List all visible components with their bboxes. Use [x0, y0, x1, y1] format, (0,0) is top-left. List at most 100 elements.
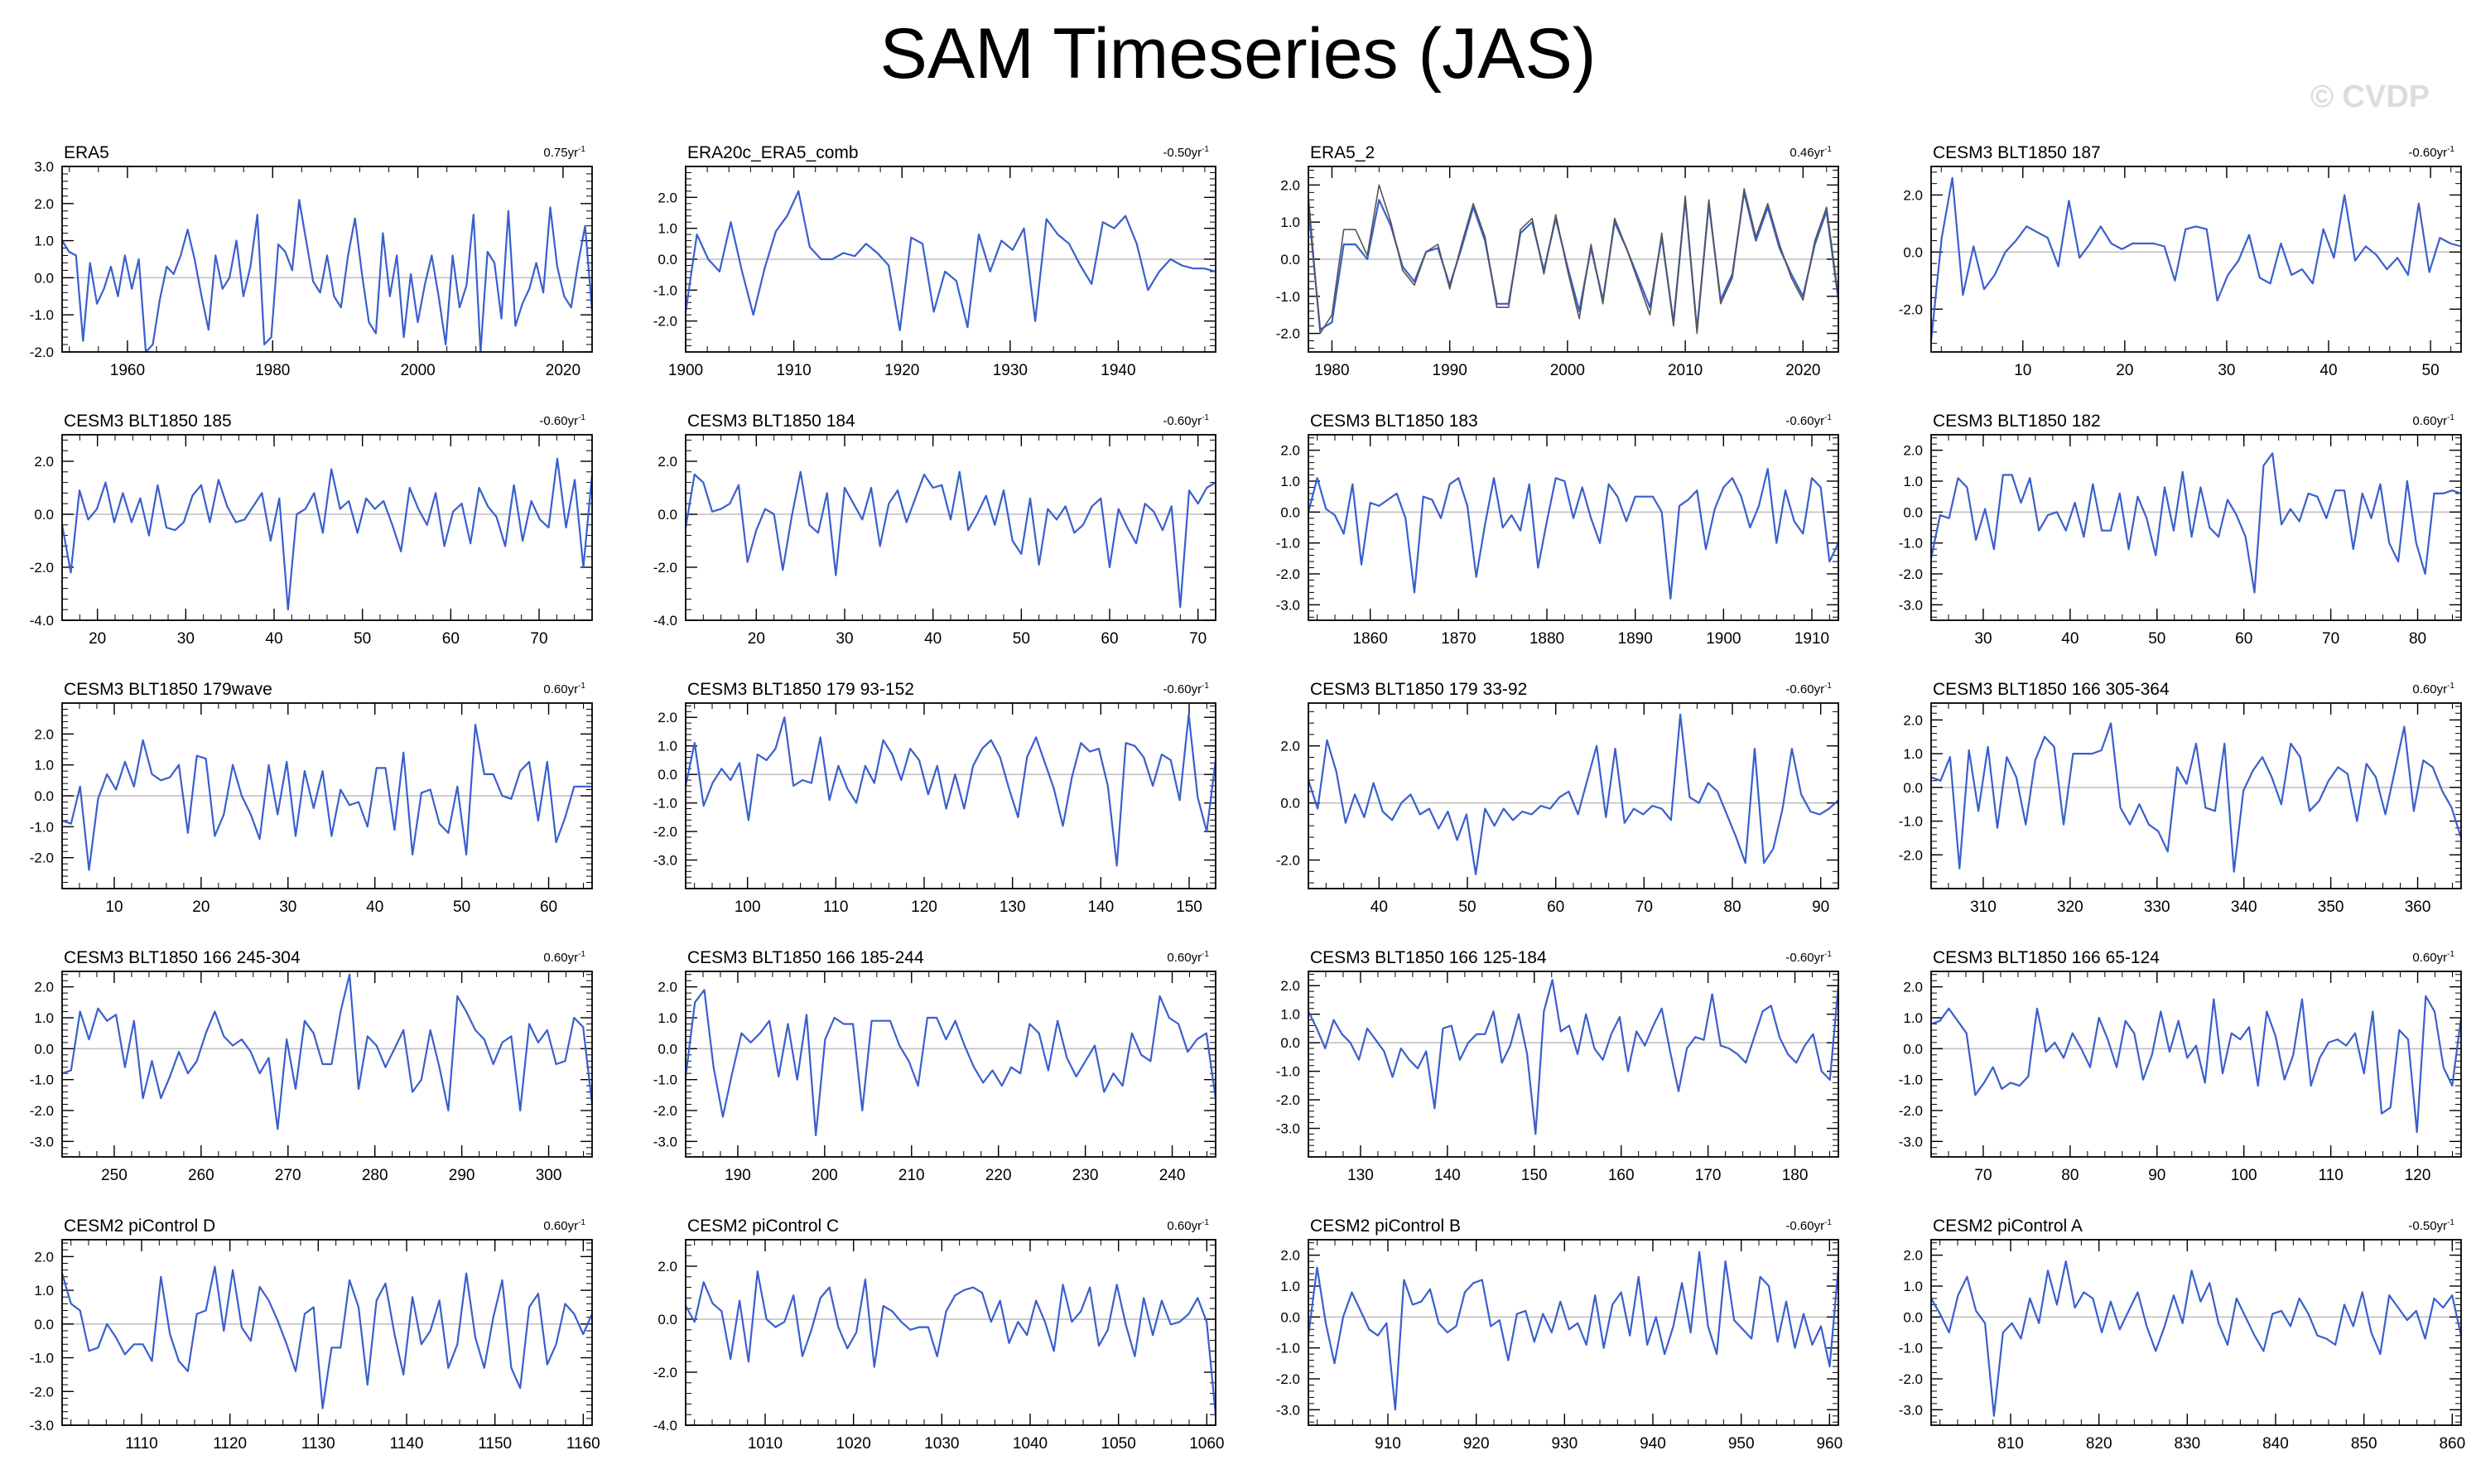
- y-tick-label: 1.0: [1903, 474, 1923, 489]
- plot-frame: [1308, 702, 1839, 889]
- x-tick-label: 1160: [566, 1435, 600, 1453]
- series-line: [1307, 713, 1839, 875]
- y-tick-label: 1.0: [1903, 746, 1923, 762]
- y-tick-label: -2.0: [1899, 847, 1923, 863]
- chart-panel: CESM3 BLT1850 166 65-124 0.60yr-1 70 80 90 10…: [1899, 948, 2463, 1184]
- y-tick-label: 0.0: [34, 788, 54, 804]
- y-tick-label: -4.0: [653, 613, 677, 629]
- panel-title: CESM3 BLT1850 183: [1310, 412, 1478, 431]
- x-tick-label: 170: [1695, 1167, 1722, 1184]
- chart-panel: CESM3 BLT1850 166 305-364 0.60yr-1 310 320 3…: [1899, 680, 2463, 916]
- x-tick-label: 30: [177, 630, 195, 648]
- plot-frame: [61, 971, 593, 1158]
- x-tick-label: 150: [1176, 899, 1202, 916]
- y-tick-label: -1.0: [1899, 1072, 1923, 1088]
- x-tick-label: 210: [898, 1167, 925, 1184]
- plot-frame: [1930, 702, 2462, 889]
- x-tick-label: 1930: [993, 362, 1028, 379]
- series-line: [1930, 995, 2463, 1134]
- y-tick-label: -2.0: [1276, 566, 1300, 582]
- trend-label: -0.50yr-1: [1163, 145, 1209, 160]
- y-tick-label: 2.0: [1280, 739, 1300, 754]
- panel-title: CESM2 piControl B: [1310, 1217, 1461, 1236]
- y-tick-label: 2.0: [1903, 712, 1923, 728]
- y-tick-label: -1.0: [1276, 1341, 1300, 1356]
- x-tick-label: 280: [362, 1167, 388, 1184]
- y-tick-label: -1.0: [30, 1072, 54, 1088]
- y-tick-label: 0.0: [1903, 504, 1923, 520]
- y-tick-label: -2.0: [653, 314, 677, 330]
- y-tick-label: -2.0: [653, 1365, 677, 1380]
- panel-title: CESM2 piControl D: [64, 1217, 215, 1236]
- y-tick-label: -3.0: [653, 1134, 677, 1149]
- x-tick-label: 40: [924, 630, 942, 648]
- x-tick-label: 300: [536, 1167, 562, 1184]
- panel-title: CESM3 BLT1850 179wave: [64, 680, 272, 699]
- plot-frame: [61, 434, 593, 621]
- y-tick-label: -2.0: [653, 824, 677, 840]
- y-tick-label: 0.0: [34, 270, 54, 286]
- x-tick-label: 860: [2439, 1435, 2465, 1453]
- y-tick-label: 1.0: [1280, 1007, 1300, 1023]
- y-tick-label: 1.0: [1280, 1279, 1300, 1294]
- x-tick-label: 1150: [478, 1435, 512, 1453]
- x-tick-label: 1900: [1706, 630, 1741, 648]
- x-tick-label: 290: [449, 1167, 475, 1184]
- x-tick-label: 70: [530, 630, 547, 648]
- panel-title: CESM3 BLT1850 166 125-184: [1310, 948, 1547, 967]
- series-line: [684, 713, 1217, 867]
- x-tick-label: 1040: [1013, 1435, 1048, 1453]
- x-tick-label: 930: [1551, 1435, 1578, 1453]
- x-tick-label: 910: [1375, 1435, 1401, 1453]
- x-tick-label: 110: [823, 899, 848, 916]
- y-tick-label: -3.0: [30, 1134, 54, 1149]
- y-tick-label: -1.0: [653, 1072, 677, 1088]
- y-tick-label: 1.0: [34, 234, 54, 249]
- x-tick-label: 920: [1463, 1435, 1490, 1453]
- plot-frame: [61, 1239, 593, 1426]
- x-tick-label: 60: [540, 899, 557, 916]
- plot-frame: [1930, 971, 2462, 1158]
- x-tick-label: 260: [188, 1167, 214, 1184]
- x-tick-label: 2020: [546, 362, 580, 379]
- trend-label: 0.60yr-1: [1167, 1218, 1209, 1233]
- x-tick-label: 330: [2144, 899, 2170, 916]
- x-tick-label: 1130: [301, 1435, 335, 1453]
- trend-label: -0.60yr-1: [1163, 682, 1209, 696]
- y-tick-label: 2.0: [658, 980, 677, 995]
- panel-title: ERA5: [64, 143, 109, 162]
- y-tick-label: -4.0: [30, 613, 54, 629]
- x-tick-label: 1110: [125, 1435, 157, 1453]
- panel-title: CESM3 BLT1850 166 65-124: [1933, 948, 2160, 967]
- trend-label: -0.60yr-1: [1785, 950, 1832, 965]
- panel-title: CESM3 BLT1850 166 305-364: [1933, 680, 2170, 699]
- plot-frame: [1930, 434, 2462, 621]
- y-tick-label: -2.0: [1899, 1103, 1923, 1119]
- x-tick-label: 950: [1728, 1435, 1755, 1453]
- x-tick-label: 40: [2061, 630, 2079, 648]
- x-tick-label: 80: [1723, 899, 1741, 916]
- y-tick-label: -2.0: [30, 1384, 54, 1400]
- y-tick-label: -2.0: [30, 1103, 54, 1119]
- x-tick-label: 1030: [924, 1435, 959, 1453]
- x-tick-label: 140: [1434, 1167, 1461, 1184]
- x-tick-label: 30: [279, 899, 296, 916]
- chart-panel: CESM3 BLT1850 187 -0.60yr-1 10 20 30 40 50 -2.0…: [1899, 143, 2462, 379]
- y-tick-label: 1.0: [658, 739, 677, 754]
- x-tick-label: 70: [2322, 630, 2339, 648]
- plot-frame: [1930, 1239, 2462, 1426]
- plot-frame: [685, 971, 1216, 1158]
- y-tick-label: 0.0: [34, 507, 54, 523]
- chart-panel: CESM2 piControl C 0.60yr-1 1010 1020 1030 104…: [653, 1217, 1225, 1453]
- trend-label: 0.60yr-1: [543, 950, 585, 965]
- x-tick-label: 270: [275, 1167, 301, 1184]
- y-tick-label: -2.0: [1899, 1371, 1923, 1387]
- x-tick-label: 20: [2116, 362, 2133, 379]
- x-tick-label: 60: [1101, 630, 1118, 648]
- y-tick-label: 1.0: [34, 1283, 54, 1298]
- y-tick-label: 0.0: [1280, 1309, 1300, 1325]
- x-tick-label: 40: [1370, 899, 1388, 916]
- x-tick-label: 360: [2405, 899, 2431, 916]
- x-tick-label: 1050: [1101, 1435, 1136, 1453]
- x-tick-label: 1920: [884, 362, 919, 379]
